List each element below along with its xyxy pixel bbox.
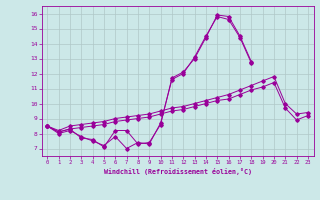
X-axis label: Windchill (Refroidissement éolien,°C): Windchill (Refroidissement éolien,°C) bbox=[104, 168, 252, 175]
